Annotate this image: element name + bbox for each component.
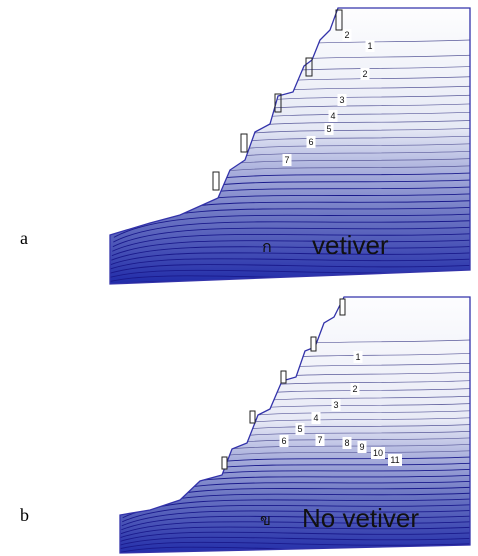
contour-line bbox=[111, 246, 470, 261]
contour-label: 11 bbox=[390, 455, 399, 465]
bench-markers-b bbox=[221, 298, 346, 470]
contour-label-bg bbox=[337, 94, 347, 106]
contour-line bbox=[120, 521, 470, 535]
contour-label: 2 bbox=[344, 30, 349, 40]
contour-label: 5 bbox=[297, 424, 302, 434]
panel-a-diagram: 1 2 2 34 5 6 7 ก vetiver bbox=[109, 7, 471, 285]
contour-label: 9 bbox=[359, 442, 364, 452]
contour-label: 1 bbox=[355, 352, 360, 362]
contour-label-bg bbox=[328, 110, 338, 122]
contour-line bbox=[122, 504, 470, 523]
contour-label: 4 bbox=[313, 413, 318, 423]
contour-line bbox=[120, 536, 470, 546]
contour-line bbox=[111, 239, 470, 257]
contour-label: 7 bbox=[284, 155, 289, 165]
contour-line bbox=[113, 220, 470, 243]
contour-line bbox=[120, 526, 470, 538]
slope-outline-b bbox=[119, 296, 471, 554]
contour-label: 2 bbox=[362, 69, 367, 79]
contour-label: 4 bbox=[330, 111, 335, 121]
panel-b-caption: No vetiver bbox=[302, 503, 419, 533]
contour-label: 2 bbox=[352, 384, 357, 394]
contour-label: 5 bbox=[326, 124, 331, 134]
contour-line bbox=[120, 551, 470, 553]
slope-outline-a bbox=[109, 7, 471, 285]
panel-b-letter: b bbox=[20, 505, 29, 525]
contour-label-bg bbox=[331, 399, 341, 411]
contour-line bbox=[113, 213, 470, 238]
contour-label: 8 bbox=[344, 438, 349, 448]
contour-label-bg bbox=[360, 68, 370, 80]
contour-line bbox=[120, 531, 470, 542]
panel-a-thai-letter: ก bbox=[262, 237, 272, 256]
contour-line bbox=[110, 252, 470, 265]
panel-b-thai-letter: ข bbox=[260, 510, 271, 529]
panel-b-diagram: 1 2 3 4 5 6 7 8 9 10 11 ข No vetiver bbox=[119, 296, 471, 554]
contour-label: 3 bbox=[339, 95, 344, 105]
contour-label-bg bbox=[306, 136, 316, 148]
contour-label-bg bbox=[353, 351, 363, 363]
contour-line bbox=[120, 541, 470, 550]
contour-label-bg bbox=[350, 383, 360, 395]
contour-label: 6 bbox=[308, 137, 313, 147]
contour-label-bg bbox=[279, 435, 289, 447]
contour-label: 10 bbox=[373, 448, 383, 458]
contour-label-bg bbox=[315, 434, 325, 446]
contour-label: 6 bbox=[281, 436, 286, 446]
contour-label-bg bbox=[371, 447, 385, 459]
panel-a-caption: vetiver bbox=[312, 230, 389, 260]
contour-line bbox=[112, 226, 470, 248]
contour-line bbox=[110, 264, 470, 274]
contour-label-bg bbox=[295, 423, 305, 435]
contour-label-bg bbox=[342, 437, 352, 449]
contour-line bbox=[110, 258, 470, 270]
contour-label: 1 bbox=[367, 41, 372, 51]
contour-label-bg bbox=[324, 123, 334, 135]
contour-label-bg bbox=[357, 441, 367, 453]
contour-line bbox=[112, 233, 470, 252]
contour-labels-a: 1 2 2 34 5 6 7 bbox=[282, 29, 375, 166]
vetiver-roots-a bbox=[212, 9, 343, 191]
contour-line bbox=[121, 510, 470, 527]
contour-label-bg bbox=[311, 412, 321, 424]
panel-a-letter: a bbox=[20, 228, 28, 248]
pressure-field-a bbox=[110, 8, 470, 284]
contour-label-bg bbox=[282, 154, 292, 166]
contour-label-bg bbox=[342, 29, 352, 41]
contour-label-bg bbox=[388, 454, 402, 466]
contour-labels-b: 1 2 3 4 5 6 7 8 9 10 11 bbox=[279, 351, 402, 466]
contour-line bbox=[121, 515, 470, 531]
contour-label: 3 bbox=[333, 400, 338, 410]
contour-label: 7 bbox=[317, 435, 322, 445]
contour-label-bg bbox=[365, 40, 375, 52]
